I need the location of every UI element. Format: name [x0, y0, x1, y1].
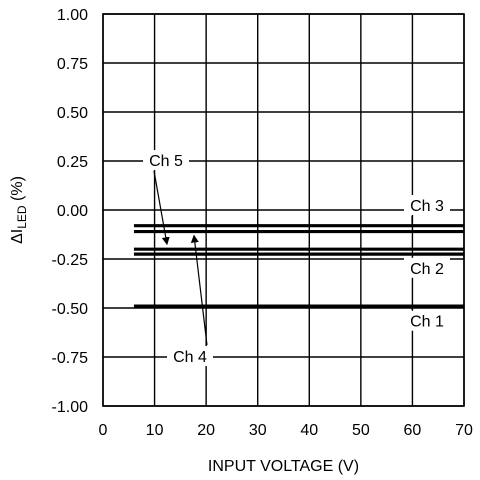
y-tick-label: -0.75: [52, 350, 89, 367]
annotations: Ch 5 Ch 4 Ch 3 Ch 2 Ch 1: [143, 150, 450, 366]
annotation-background: [404, 310, 450, 331]
annotation-background: [143, 150, 189, 170]
annotation-label: Ch 1: [410, 314, 444, 331]
y-axis-title: ΔILED (%): [9, 176, 29, 244]
y-axis-title-subscript: LED: [15, 205, 29, 229]
x-tick-label: 0: [99, 422, 108, 439]
annotation-arrow: [190, 234, 208, 346]
annotation-background: [404, 257, 450, 278]
annotation-arrow: [153, 170, 170, 246]
y-tick-label: 0.25: [57, 154, 88, 171]
annotation-ch-2: Ch 2: [404, 256, 450, 278]
annotation-label: Ch 4: [173, 349, 207, 366]
y-tick-label: -0.50: [52, 301, 89, 318]
tick-labels: 0 10 20 30 40 50 60 70 1.00 0.75 0.50 0.25 0.00 -0.25…: [52, 7, 473, 439]
x-tick-label: 30: [249, 422, 267, 439]
x-tick-label: 60: [404, 422, 422, 439]
annotation-background: [167, 346, 213, 366]
annotation-ch-5: Ch 5: [143, 150, 189, 246]
y-tick-label: -0.25: [52, 252, 89, 269]
annotation-background: [404, 195, 450, 215]
x-axis-title: INPUT VOLTAGE (V): [208, 458, 359, 475]
y-axis-title-main: ΔI: [9, 229, 26, 244]
y-axis-title-unit: (%): [9, 176, 26, 205]
x-tick-label: 50: [352, 422, 370, 439]
annotation-label: Ch 5: [149, 153, 183, 170]
annotation-ch-3: Ch 3: [404, 195, 450, 224]
y-tick-label: 0.75: [57, 56, 88, 73]
x-tick-label: 10: [146, 422, 164, 439]
annotation-ch-4: Ch 4: [167, 234, 213, 366]
plot-frame: [102, 13, 465, 407]
x-tick-label: 40: [300, 422, 318, 439]
x-tick-label: 70: [455, 422, 473, 439]
y-tick-label: -1.00: [52, 399, 89, 416]
annotation-label: Ch 2: [410, 261, 444, 278]
y-tick-label: 0.50: [57, 105, 88, 122]
series-group: [133, 224, 464, 308]
y-tick-label: 0.00: [57, 203, 88, 220]
x-tick-label: 20: [197, 422, 215, 439]
y-tick-label: 1.00: [57, 7, 88, 24]
annotation-ch-1: Ch 1: [404, 308, 450, 331]
annotation-label: Ch 3: [410, 198, 444, 215]
